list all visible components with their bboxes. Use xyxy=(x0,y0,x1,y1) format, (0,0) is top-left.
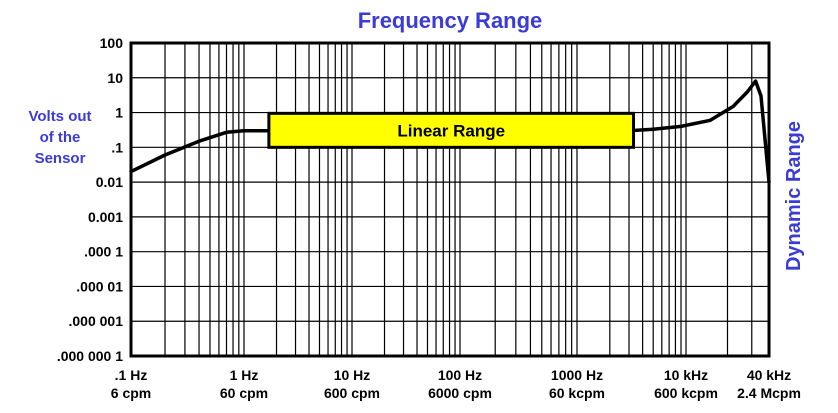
x-tick-label-cpm: 600 kcpm xyxy=(654,385,718,401)
response-curve xyxy=(129,79,771,184)
plot-frame xyxy=(129,41,771,358)
dynamic-range-label: Dynamic Range xyxy=(783,121,805,271)
y-tick-label: 0.001 xyxy=(88,209,123,225)
y-axis-label: Volts out of the Sensor xyxy=(14,106,106,169)
x-tick-label-hz: 10 Hz xyxy=(334,367,371,383)
linear-range-box xyxy=(267,111,636,149)
x-tick-label-cpm: 6000 cpm xyxy=(428,385,492,401)
x-tick-label-cpm: 60 cpm xyxy=(220,385,268,401)
y-tick-label: .000 000 1 xyxy=(57,348,123,364)
y-tick-labels: 100 10 1 .1 0.01 0.001 .000 1 .000 01 .000 001 .0… xyxy=(57,35,123,364)
linear-range-label: Linear Range xyxy=(397,121,505,140)
y-tick-label: 0.01 xyxy=(96,174,123,190)
curve-layer xyxy=(129,79,771,184)
x-tick-label-cpm: 600 cpm xyxy=(324,385,380,401)
y-tick-label: .000 1 xyxy=(84,244,123,260)
y-tick-label: .000 01 xyxy=(76,278,123,294)
x-tick-label-hz: 1000 Hz xyxy=(551,367,603,383)
x-tick-label-cpm: 6 cpm xyxy=(111,385,151,401)
x-tick-label-hz: 100 Hz xyxy=(438,367,482,383)
y-tick-label: 100 xyxy=(100,35,124,51)
x-tick-label-hz: 10 kHz xyxy=(664,367,708,383)
x-tick-label-hz: 40 kHz xyxy=(747,367,791,383)
x-tick-label-hz: .1 Hz xyxy=(115,367,148,383)
x-tick-label-cpm: 60 kcpm xyxy=(549,385,605,401)
y-tick-label: .1 xyxy=(111,139,123,155)
x-tick-labels: .1 Hz 6 cpm 1 Hz 60 cpm 10 Hz 600 cpm 100 Hz 60… xyxy=(111,367,801,401)
y-axis-label-line-3: Sensor xyxy=(34,150,86,167)
y-axis-label-line-2: of the xyxy=(39,129,81,146)
y-axis-label-line-1: Volts out xyxy=(28,108,92,125)
y-tick-label: 10 xyxy=(107,70,123,86)
x-tick-label-hz: 1 Hz xyxy=(230,367,259,383)
grid xyxy=(130,42,770,357)
chart-title: Frequency Range xyxy=(358,8,543,33)
x-tick-label-cpm: 2.4 Mcpm xyxy=(737,385,801,401)
y-tick-label: 1 xyxy=(115,105,123,121)
annotation-layer: Linear Range xyxy=(267,111,636,149)
y-tick-label: .000 001 xyxy=(69,313,124,329)
